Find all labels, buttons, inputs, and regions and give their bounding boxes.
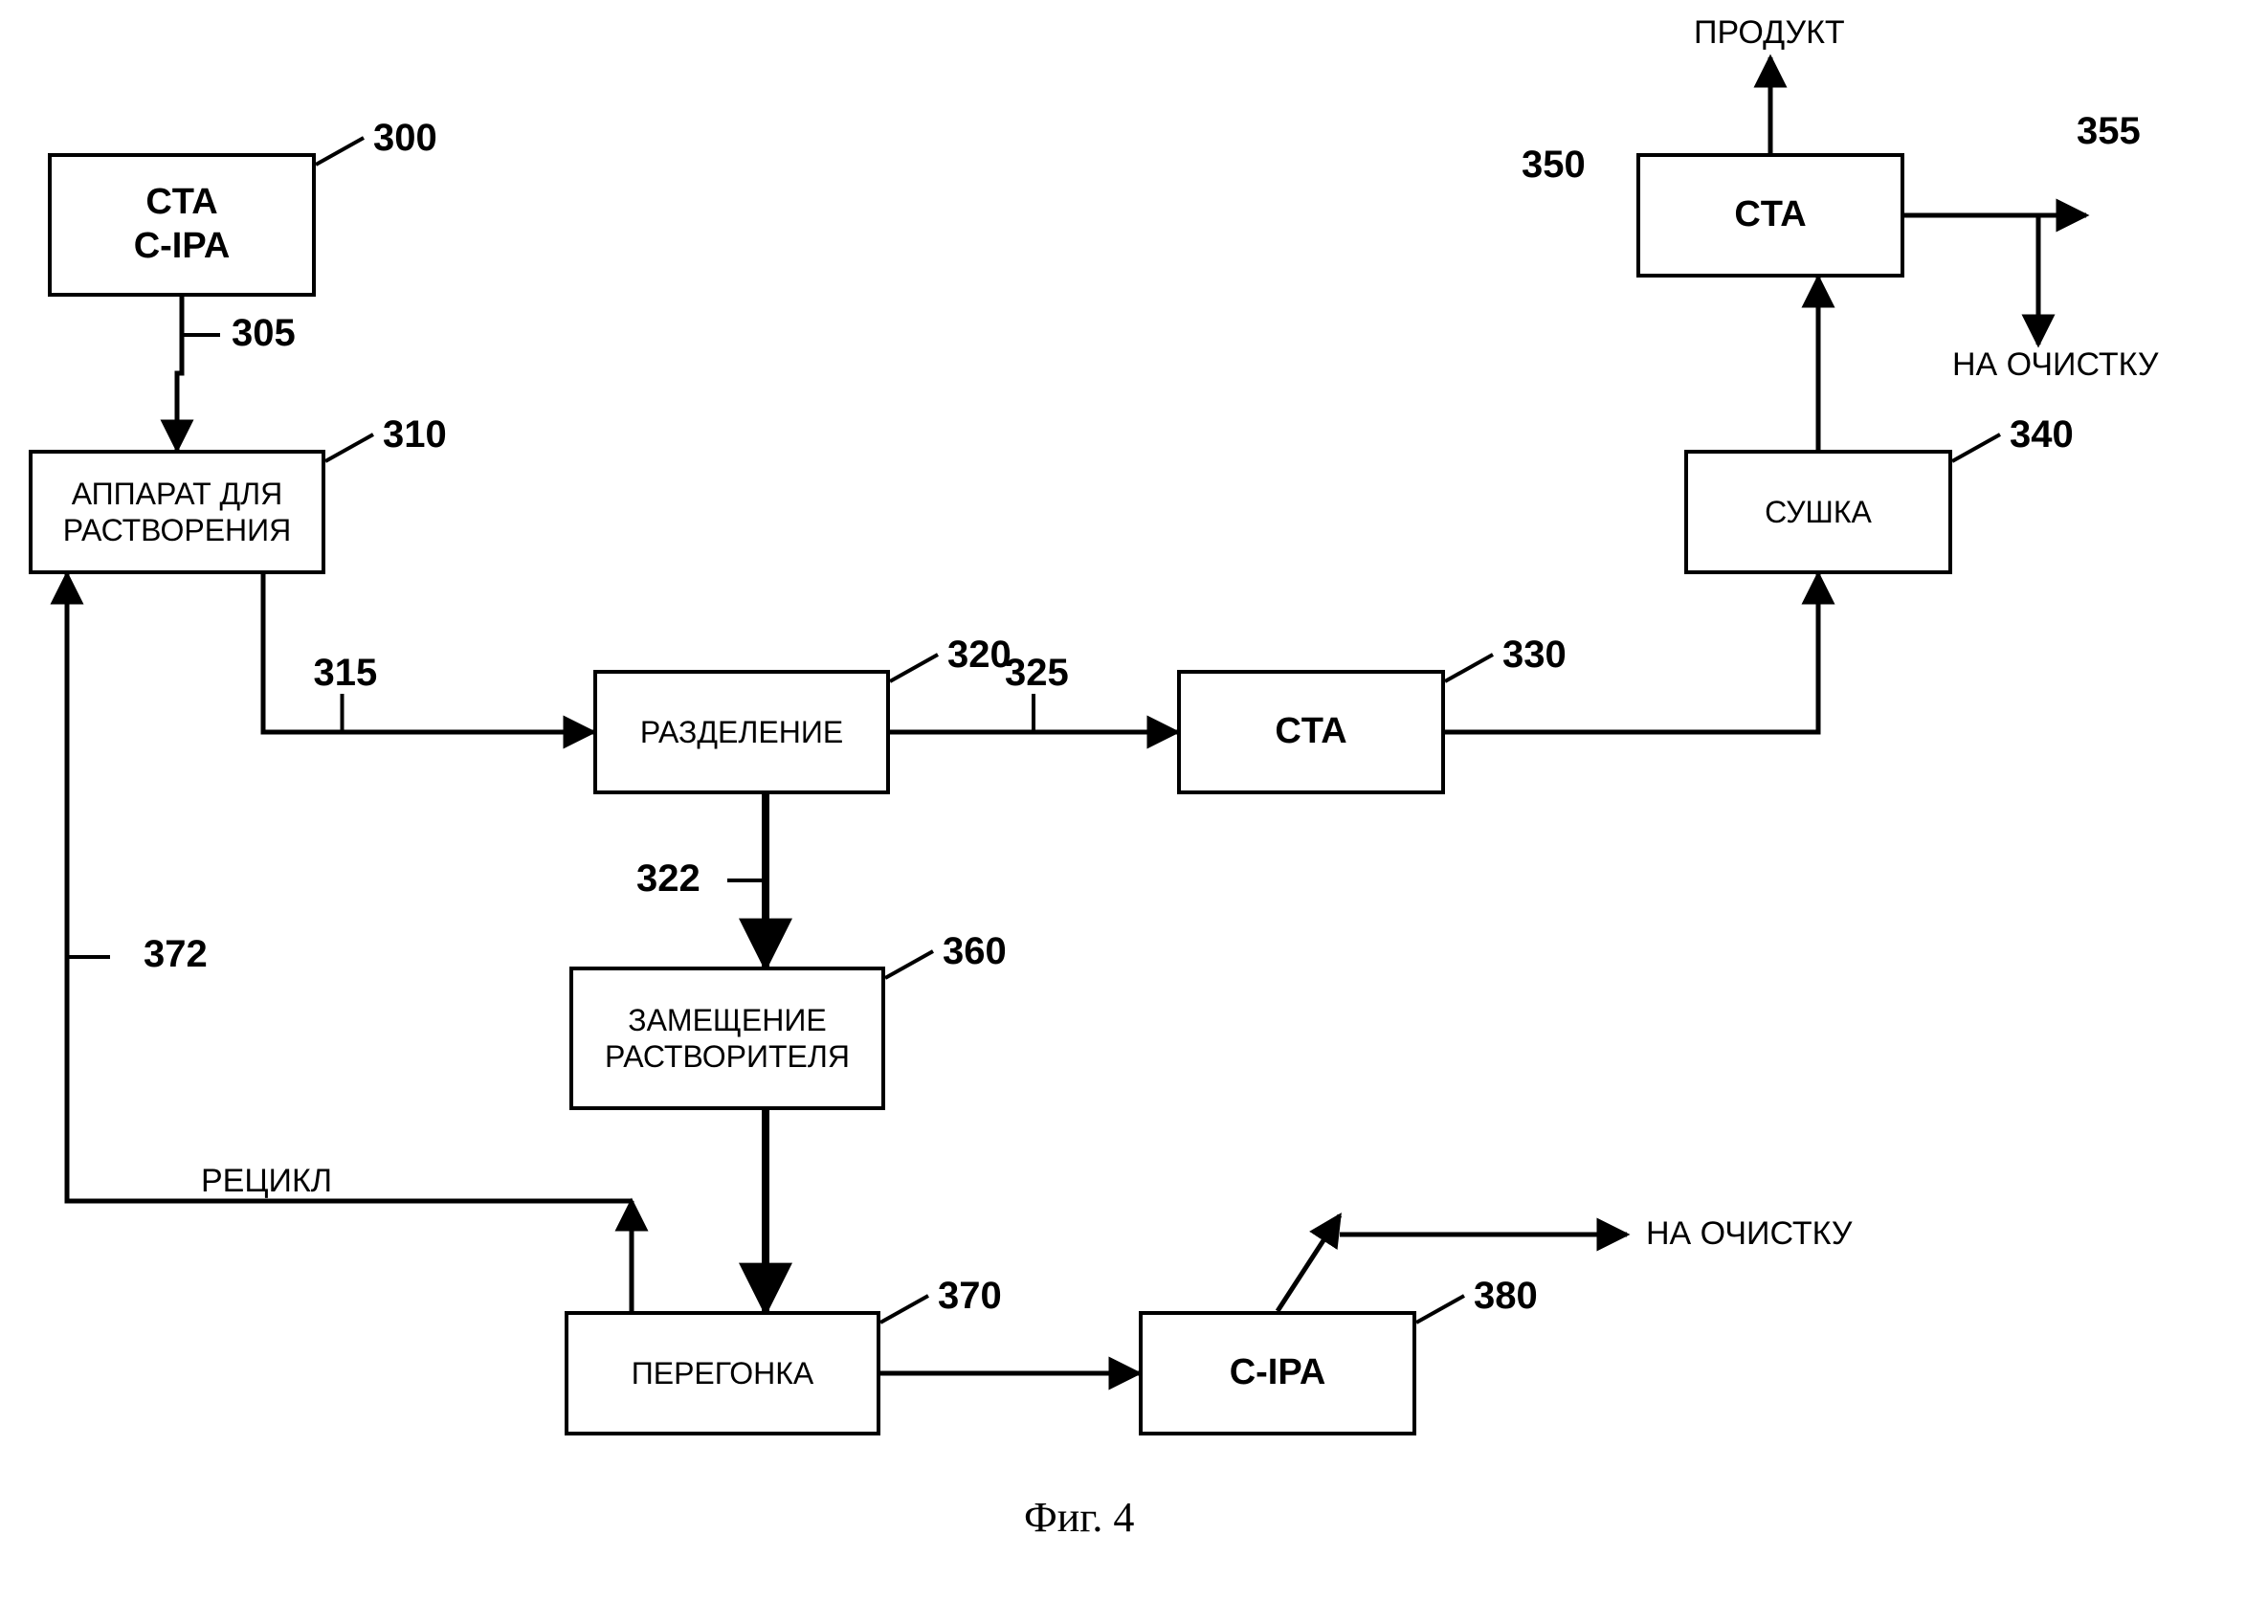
free-caption: Фиг. 4	[1024, 1493, 1134, 1542]
ref-322: 322	[636, 857, 700, 901]
free-clean1: НА ОЧИСТКУ	[1952, 346, 2158, 384]
ref-310: 310	[383, 413, 447, 456]
free-l355: 355	[2077, 110, 2141, 153]
node-label: CTA	[1275, 710, 1346, 754]
ref-325: 325	[1005, 652, 1069, 695]
free-recycle: РЕЦИКЛ	[201, 1163, 332, 1200]
ref-320: 320	[947, 634, 1012, 677]
ref-300: 300	[373, 117, 437, 160]
node-n370: ПЕРЕГОНКА	[565, 1311, 880, 1435]
ref-315: 315	[314, 652, 378, 695]
node-label: АППАРАТ ДЛЯРАСТВОРЕНИЯ	[63, 476, 292, 549]
diagram-stage: CTAC-IPA300АППАРАТ ДЛЯРАСТВОРЕНИЯ310РАЗД…	[0, 0, 2268, 1624]
node-n320: РАЗДЕЛЕНИЕ	[593, 670, 890, 794]
ref-330: 330	[1502, 634, 1567, 677]
ref-305: 305	[232, 312, 296, 355]
node-n350: CTA	[1636, 153, 1904, 278]
node-label: РАЗДЕЛЕНИЕ	[640, 714, 843, 750]
node-n330: CTA	[1177, 670, 1445, 794]
edges-layer	[0, 0, 2268, 1624]
free-product: ПРОДУКТ	[1694, 14, 1845, 52]
node-label: СУШКА	[1765, 494, 1872, 530]
node-label: C-IPA	[1230, 1351, 1326, 1395]
node-n310: АППАРАТ ДЛЯРАСТВОРЕНИЯ	[29, 450, 325, 574]
ref-380: 380	[1474, 1275, 1538, 1318]
edge-e300_310	[177, 297, 182, 450]
node-n340: СУШКА	[1684, 450, 1952, 574]
ref-340: 340	[2010, 413, 2074, 456]
node-n380: C-IPA	[1139, 1311, 1416, 1435]
ref-370: 370	[938, 1275, 1002, 1318]
node-n300: CTAC-IPA	[48, 153, 316, 297]
free-clean2: НА ОЧИСТКУ	[1646, 1215, 1852, 1253]
free-l372: 372	[144, 933, 208, 976]
ref-360: 360	[943, 930, 1007, 973]
node-label: CTA	[1734, 193, 1806, 237]
node-label: ПЕРЕГОНКА	[632, 1355, 814, 1391]
edge-e330_340	[1445, 574, 1818, 732]
node-label: ЗАМЕЩЕНИЕРАСТВОРИТЕЛЯ	[605, 1002, 850, 1076]
node-n360: ЗАМЕЩЕНИЕРАСТВОРИТЕЛЯ	[569, 967, 885, 1110]
node-label: CTAC-IPA	[134, 181, 231, 268]
ref-350: 350	[1522, 144, 1586, 187]
edge-e380_up	[1278, 1215, 1340, 1311]
